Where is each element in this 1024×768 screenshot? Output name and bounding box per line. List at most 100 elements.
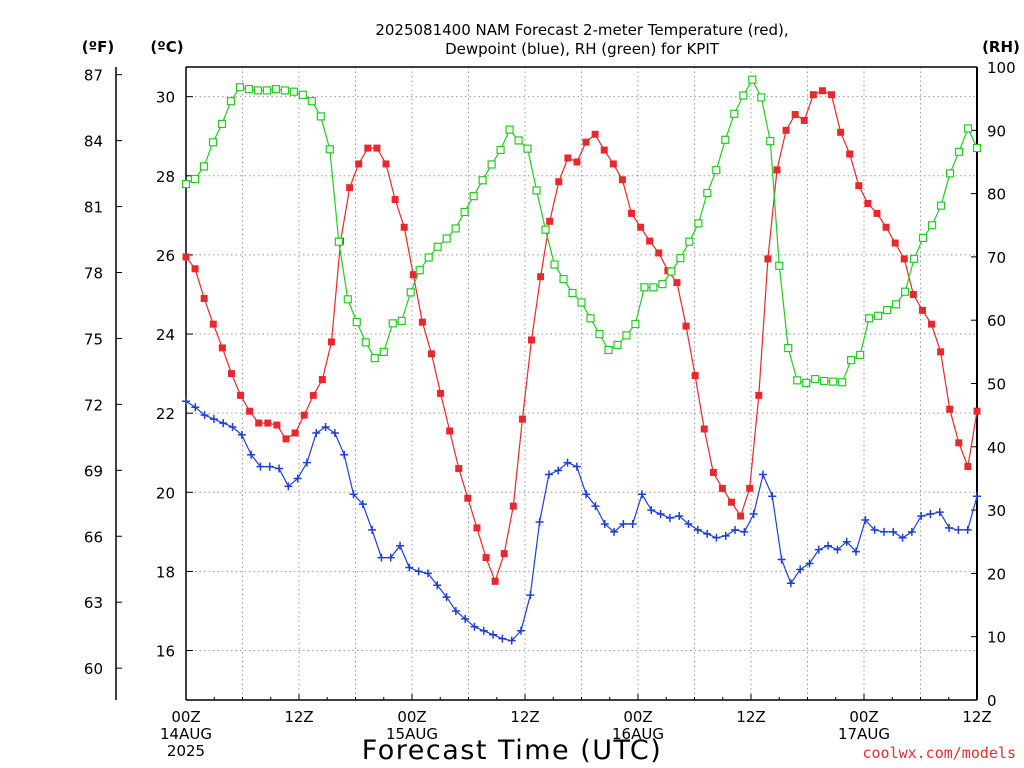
dewpoint-point [833,545,842,554]
rh-point [892,300,901,309]
dewpoint-point [628,519,637,528]
dewpoint-point [647,506,656,515]
time-tick-label: 00Z [623,708,652,726]
rh-point [424,253,433,262]
fahrenheit-tick-label: 69 [84,462,103,480]
temperature-line [185,90,978,584]
rh-point [199,162,209,171]
time-tick-label: 2025 [167,742,205,760]
rh-point [469,192,478,201]
rh-tick-label: 40 [987,439,1006,457]
dewpoint-point [665,514,674,523]
dewpoint-point [582,490,591,499]
rh-point [532,186,541,195]
dewpoint-point [768,492,777,501]
rh-tick-label: 80 [987,186,1006,204]
dewpoint-point [517,626,526,635]
rh-point [640,283,649,292]
temperature-point [800,116,808,124]
rh-point [208,138,218,147]
temperature-point [618,176,626,184]
dewpoint-point [861,515,870,524]
dewpoint-point [889,527,898,536]
dewpoint-point [758,470,767,479]
temperature-point [755,391,763,399]
celsius-tick-label: 28 [156,168,175,186]
rh-point [712,166,721,175]
dewpoint-point [200,411,209,420]
dewpoint-point [898,533,907,542]
temperature-point [718,484,726,492]
fahrenheit-tick-label: 81 [84,199,103,217]
fahrenheit-tick-label: 84 [84,133,103,151]
dewpoint-point [907,527,916,536]
celsius-tick-label: 30 [156,89,175,107]
axis-ticks: 60 63 66 69 72 75 78 81 84 87 16 18 20 22 24 26 28 30 0 10 2… [84,59,1016,760]
rh-point [658,280,667,289]
temperature-point [537,273,545,281]
rh-point [460,207,469,217]
celsius-tick-label: 24 [156,326,175,344]
grid-lines [186,67,977,700]
rh-point [802,378,811,387]
credit-label: coolwx.com/models [862,744,1016,762]
temperature-point [837,128,845,136]
temperature-point [418,318,426,326]
rh-point [334,237,343,246]
rh-point [352,317,361,327]
rh-point [253,86,263,95]
dewpoint-point [330,428,339,437]
temperature-point [637,223,645,231]
dewpoint-point [247,450,256,459]
temperature-point [255,419,263,427]
temperature-point [964,463,972,471]
temperature-point [646,237,654,245]
temperature-point [218,344,226,352]
rh-point [217,119,227,129]
dewpoint-point [721,531,730,540]
dewpoint-point [954,525,963,534]
temperature-point [518,415,526,423]
dewpoint-point [321,423,330,432]
temperature-point [709,469,717,477]
rh-point [829,377,838,386]
temperature-point [928,320,936,328]
rh-point [451,224,460,233]
time-tick-label: 12Z [736,708,765,726]
rh-tick-label: 20 [987,565,1006,583]
dewpoint-point [284,482,293,491]
temperature-point [527,336,535,344]
dewpoint-point [228,423,237,432]
temperature-point [973,407,981,415]
temperature-point [382,160,390,168]
rh-point [694,219,703,228]
temperature-point [491,577,499,585]
dewpoint-point [610,527,619,536]
temperature-point [691,372,699,380]
celsius-tick-label: 22 [156,405,175,423]
time-tick-label: 12Z [510,708,539,726]
dewpoint-point [917,512,926,521]
rh-point [280,86,289,95]
temperature-point [446,427,454,435]
rh-tick-label: 0 [987,692,997,710]
dewpoint-point [489,630,498,639]
dewpoint-point [479,626,488,635]
fahrenheit-tick-label: 75 [84,330,103,348]
temperature-point [309,391,317,399]
dewpoint-point [256,462,265,471]
celsius-unit-label: (ºC) [150,38,183,56]
temperature-point [809,91,817,99]
rh-point [505,125,514,134]
dewpoint-point [973,492,981,501]
dewpoint-point [293,474,302,483]
rh-point [936,201,946,210]
dewpoint-point [591,502,600,511]
celsius-tick-label: 16 [156,643,175,661]
temperature-point [300,411,308,419]
temperature-point [391,196,399,204]
rh-point [918,233,928,243]
dewpoint-point [349,490,358,499]
dewpoint-point [544,470,553,479]
